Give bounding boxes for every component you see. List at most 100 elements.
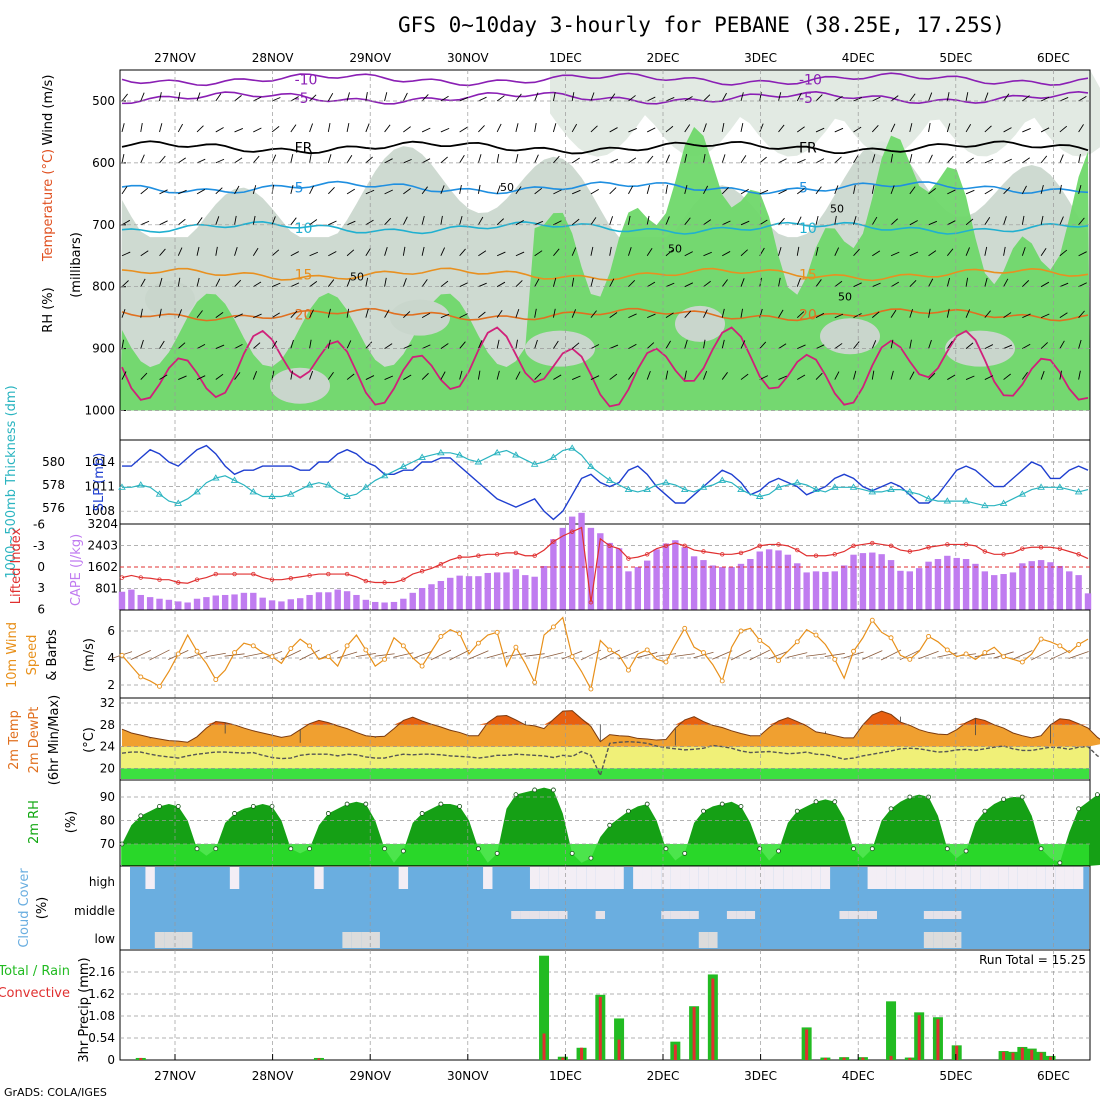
wind-barb (609, 216, 614, 225)
wind-barb (365, 247, 371, 256)
wind-barb (121, 339, 125, 349)
wind-barb (834, 280, 843, 288)
axis-label-wind-units: (m/s) (82, 638, 97, 672)
wind-barb (928, 123, 931, 133)
wind-barb (159, 220, 168, 226)
wind-barb (571, 189, 581, 195)
lifted-index-point (363, 578, 369, 584)
lifted-index-point (476, 553, 481, 558)
wind-barb (890, 370, 894, 380)
thickness-point (999, 499, 1008, 506)
wind-barb (665, 370, 669, 380)
cape-bar (737, 563, 745, 610)
wind-barb (665, 249, 674, 257)
pressure-tick-label: 800 (92, 280, 115, 294)
wind-barb (872, 250, 881, 257)
wind-barb (684, 370, 687, 380)
wind-barb (740, 92, 744, 102)
wind-barb (365, 308, 369, 318)
wind-speed-point (588, 686, 594, 692)
wind-barb (121, 186, 128, 195)
cape-bar (156, 598, 163, 610)
wind-speed-point (1076, 642, 1082, 647)
wind-barb (271, 249, 280, 257)
wind-barb (1059, 97, 1069, 102)
cloud-high-cell (661, 867, 671, 889)
wind-barb (834, 371, 840, 380)
wind-tick-label: 6 (107, 624, 115, 638)
rh-grey-patch (145, 281, 195, 318)
wind-barb (871, 216, 878, 226)
rh-tick-label: 90 (100, 790, 115, 804)
wind-barb (440, 313, 450, 319)
wind-barb (121, 251, 131, 257)
wind-barb (478, 96, 487, 102)
wind-barb (1003, 127, 1012, 133)
wind-barb (590, 375, 600, 380)
wind-barb (796, 188, 805, 195)
rh-point (569, 851, 575, 856)
wind-barb (1003, 187, 1011, 195)
wind-barbs (121, 92, 1087, 380)
thickness-point (437, 448, 445, 456)
wind-barb (121, 280, 129, 288)
thickness-point (643, 485, 651, 493)
wind-barb (140, 339, 144, 349)
cloud-high-cell (529, 867, 540, 889)
rh-point (157, 804, 162, 809)
axis-label-total-rain: Total / Rain (0, 964, 70, 979)
wind-barb (609, 344, 619, 350)
slp-tick-label: 1008 (84, 504, 115, 518)
wind-barb (534, 308, 537, 318)
wind-barb (403, 158, 412, 164)
cloud-high-cell (539, 867, 549, 889)
wind-barb (928, 372, 936, 380)
lifted-index-point (720, 552, 725, 557)
wind-barb (515, 220, 524, 226)
lifted-index-point (551, 539, 556, 544)
wind-barb (159, 123, 163, 133)
wind-barb (853, 282, 862, 288)
thickness-point (230, 476, 239, 483)
wind-barb (730, 649, 752, 661)
chart-title: GFS 0~10day 3-hourly for PEBANE (38.25E,… (398, 13, 1005, 37)
wind-barb (703, 94, 711, 102)
cloud-high-cell (698, 867, 709, 889)
cloud-high-cell (314, 867, 324, 889)
lifted-index-point (401, 577, 406, 582)
rh-contour-label: 50 (500, 181, 514, 194)
wind-barb (159, 155, 166, 164)
thickness-point (774, 483, 783, 490)
wind-barb (815, 279, 822, 287)
cloud-low-cell (154, 932, 165, 948)
wind-barb (609, 246, 612, 256)
precip-tick-label: 0.54 (88, 1031, 115, 1045)
wind-barb (899, 649, 920, 661)
wind-barb (234, 94, 242, 102)
wind-barb (722, 251, 731, 257)
cloud-high-cell (801, 867, 812, 889)
precip-convective-bar (673, 1044, 677, 1060)
wind-barb (1078, 251, 1087, 257)
wind-barb (234, 372, 241, 380)
cape-bar (465, 576, 473, 610)
wind-barb (309, 219, 318, 226)
wind-barb (346, 308, 350, 318)
wind-barb (215, 158, 225, 164)
cloud-high-cell (905, 867, 915, 889)
wind-barb (403, 126, 411, 133)
wind-barb (928, 250, 937, 257)
cape-bar (418, 587, 426, 610)
wind-barb (384, 277, 387, 287)
wind-barb (290, 154, 294, 163)
axis-label-temperature: Temperature (°C) (41, 149, 56, 262)
wind-barb (749, 649, 770, 661)
wind-barb (1059, 312, 1068, 319)
wind-barb (740, 278, 745, 287)
wind-barb (909, 123, 913, 133)
wind-barb (628, 128, 637, 133)
cloud-high-cell (970, 867, 981, 889)
wind-barb (215, 373, 224, 380)
wind-barb (759, 92, 762, 102)
wind-barb (834, 185, 839, 195)
